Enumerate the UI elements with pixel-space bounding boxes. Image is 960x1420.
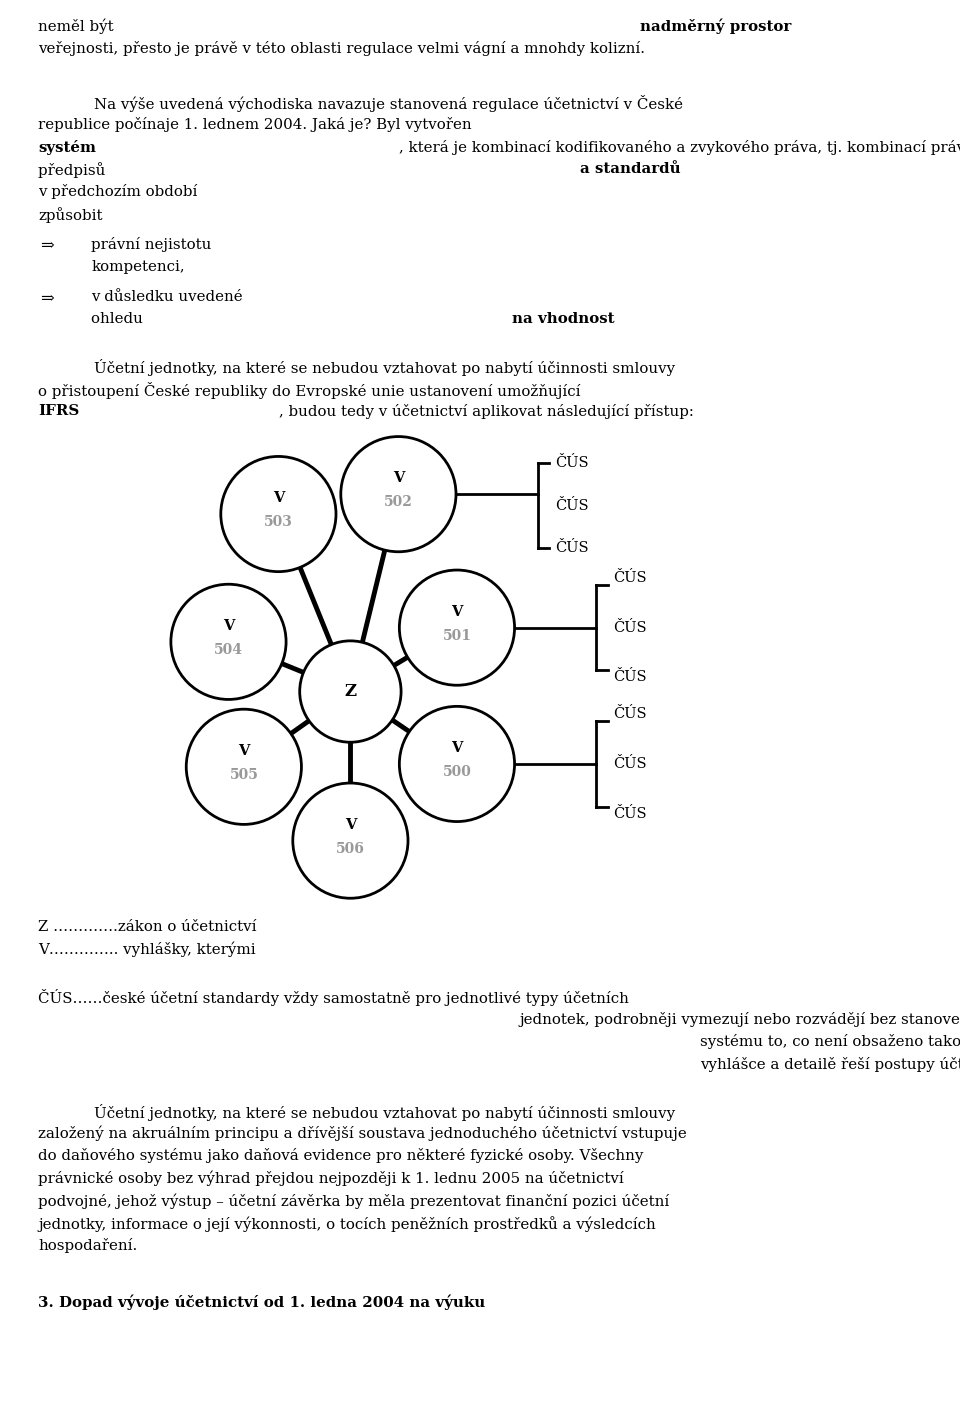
Text: 504: 504 (214, 643, 243, 657)
Text: 3. Dopad vývoje účetnictví od 1. ledna 2004 na výuku: 3. Dopad vývoje účetnictví od 1. ledna 2… (38, 1294, 486, 1309)
Text: v důsledku uvedené: v důsledku uvedené (91, 290, 248, 304)
Text: V: V (451, 741, 463, 755)
Text: podvojné, jehož výstup – účetní závěrka by měla prezentovat finanční pozici účet: podvojné, jehož výstup – účetní závěrka … (38, 1193, 670, 1208)
Text: ČÚS: ČÚS (555, 456, 588, 470)
Text: , která je kombinací kodifikovaného a zvykového práva, tj. kombinací právních: , která je kombinací kodifikovaného a zv… (399, 139, 960, 155)
Text: právnické osoby bez výhrad přejdou nejpozději k 1. lednu 2005 na účetnictví: právnické osoby bez výhrad přejdou nejpo… (38, 1172, 624, 1186)
Text: 505: 505 (229, 768, 258, 782)
Text: jednotek, podrobněji vymezují nebo rozvádějí bez stanovení: jednotek, podrobněji vymezují nebo rozvá… (519, 1011, 960, 1027)
Text: jednotky, informace o její výkonnosti, o tocích peněžních prostředků a výsledcíc: jednotky, informace o její výkonnosti, o… (38, 1216, 656, 1231)
Text: a standardů: a standardů (580, 162, 681, 176)
Text: V: V (451, 605, 463, 619)
Text: ČÚS: ČÚS (555, 541, 588, 555)
Text: V: V (345, 818, 356, 832)
Text: 503: 503 (264, 515, 293, 530)
Text: ČÚS……české účetní standardy vždy samostatně pro jednotlivé typy účetních: ČÚS……české účetní standardy vždy samosta… (38, 990, 629, 1007)
Text: kompetenci,: kompetenci, (91, 260, 185, 274)
Text: 502: 502 (384, 496, 413, 510)
Text: vyhlášce a detailě řeší postupy účtování ve vybraných oblastech: vyhlášce a detailě řeší postupy účtování… (700, 1056, 960, 1072)
Text: ČÚS: ČÚS (613, 571, 647, 585)
Text: do daňového systému jako daňová evidence pro některé fyzické osoby. Všechny: do daňového systému jako daňová evidence… (38, 1149, 644, 1163)
Ellipse shape (399, 706, 515, 822)
Ellipse shape (399, 569, 515, 686)
Text: systém: systém (38, 139, 96, 155)
Ellipse shape (221, 456, 336, 572)
Text: ČÚS: ČÚS (613, 621, 647, 635)
Text: na vhodnost: na vhodnost (512, 312, 614, 327)
Text: V………….. vyhlášky, kterými: V………….. vyhlášky, kterými (38, 941, 256, 957)
Text: Z ………….zákon o účetnictví: Z ………….zákon o účetnictví (38, 920, 257, 933)
Text: způsobit: způsobit (38, 207, 103, 223)
Text: 500: 500 (443, 765, 471, 780)
Ellipse shape (341, 436, 456, 552)
Text: V: V (393, 471, 404, 486)
Text: Z: Z (345, 683, 356, 700)
Text: ČÚS: ČÚS (613, 807, 647, 821)
Text: ⇒: ⇒ (40, 290, 54, 307)
Text: Účetní jednotky, na které se nebudou vztahovat po nabytí účinnosti smlouvy: Účetní jednotky, na které se nebudou vzt… (94, 1103, 675, 1120)
Text: neměl být: neměl být (38, 18, 119, 34)
Text: veřejnosti, přesto je právě v této oblasti regulace velmi vágní a mnohdy kolizní: veřejnosti, přesto je právě v této oblas… (38, 41, 645, 55)
Text: ohledu: ohledu (91, 312, 148, 327)
Text: nadměrný prostor: nadměrný prostor (639, 18, 791, 34)
Text: o přistoupení České republiky do Evropské unie ustanovení umožňující: o přistoupení České republiky do Evropsk… (38, 382, 586, 399)
Text: ČÚS: ČÚS (555, 498, 588, 513)
Text: právní nejistotu: právní nejistotu (91, 237, 216, 253)
Text: V: V (223, 619, 234, 633)
Text: , budou tedy v účetnictví aplikovat následující přístup:: , budou tedy v účetnictví aplikovat násl… (279, 405, 694, 419)
Text: V: V (273, 491, 284, 506)
Text: hospodaření.: hospodaření. (38, 1238, 137, 1252)
Text: republice počínaje 1. lednem 2004. Jaká je? Byl vytvořen: republice počínaje 1. lednem 2004. Jaká … (38, 118, 477, 132)
Text: ČÚS: ČÚS (613, 757, 647, 771)
Ellipse shape (300, 640, 401, 743)
Text: ⇒: ⇒ (40, 237, 54, 254)
Text: předpisů: předpisů (38, 162, 110, 178)
Text: založený na akruálním principu a dřívější soustava jednoduchého účetnictví vstup: založený na akruálním principu a dřívějš… (38, 1126, 687, 1142)
Ellipse shape (293, 782, 408, 899)
Text: Účetní jednotky, na které se nebudou vztahovat po nabytí účinnosti smlouvy: Účetní jednotky, na které se nebudou vzt… (94, 359, 675, 376)
Text: Na výše uvedená východiska navazuje stanovená regulace účetnictví v České: Na výše uvedená východiska navazuje stan… (94, 95, 684, 112)
Ellipse shape (171, 584, 286, 700)
Ellipse shape (186, 709, 301, 825)
Text: ČÚS: ČÚS (613, 707, 647, 721)
Text: systému to, co není obsaženo takovouto formou v zákoně nebo ve: systému to, co není obsaženo takovouto f… (700, 1034, 960, 1049)
Text: IFRS: IFRS (38, 405, 80, 419)
Text: 501: 501 (443, 629, 471, 643)
Text: V: V (238, 744, 250, 758)
Text: v předchozím období: v předchozím období (38, 185, 203, 199)
Text: 506: 506 (336, 842, 365, 856)
Text: ČÚS: ČÚS (613, 670, 647, 684)
